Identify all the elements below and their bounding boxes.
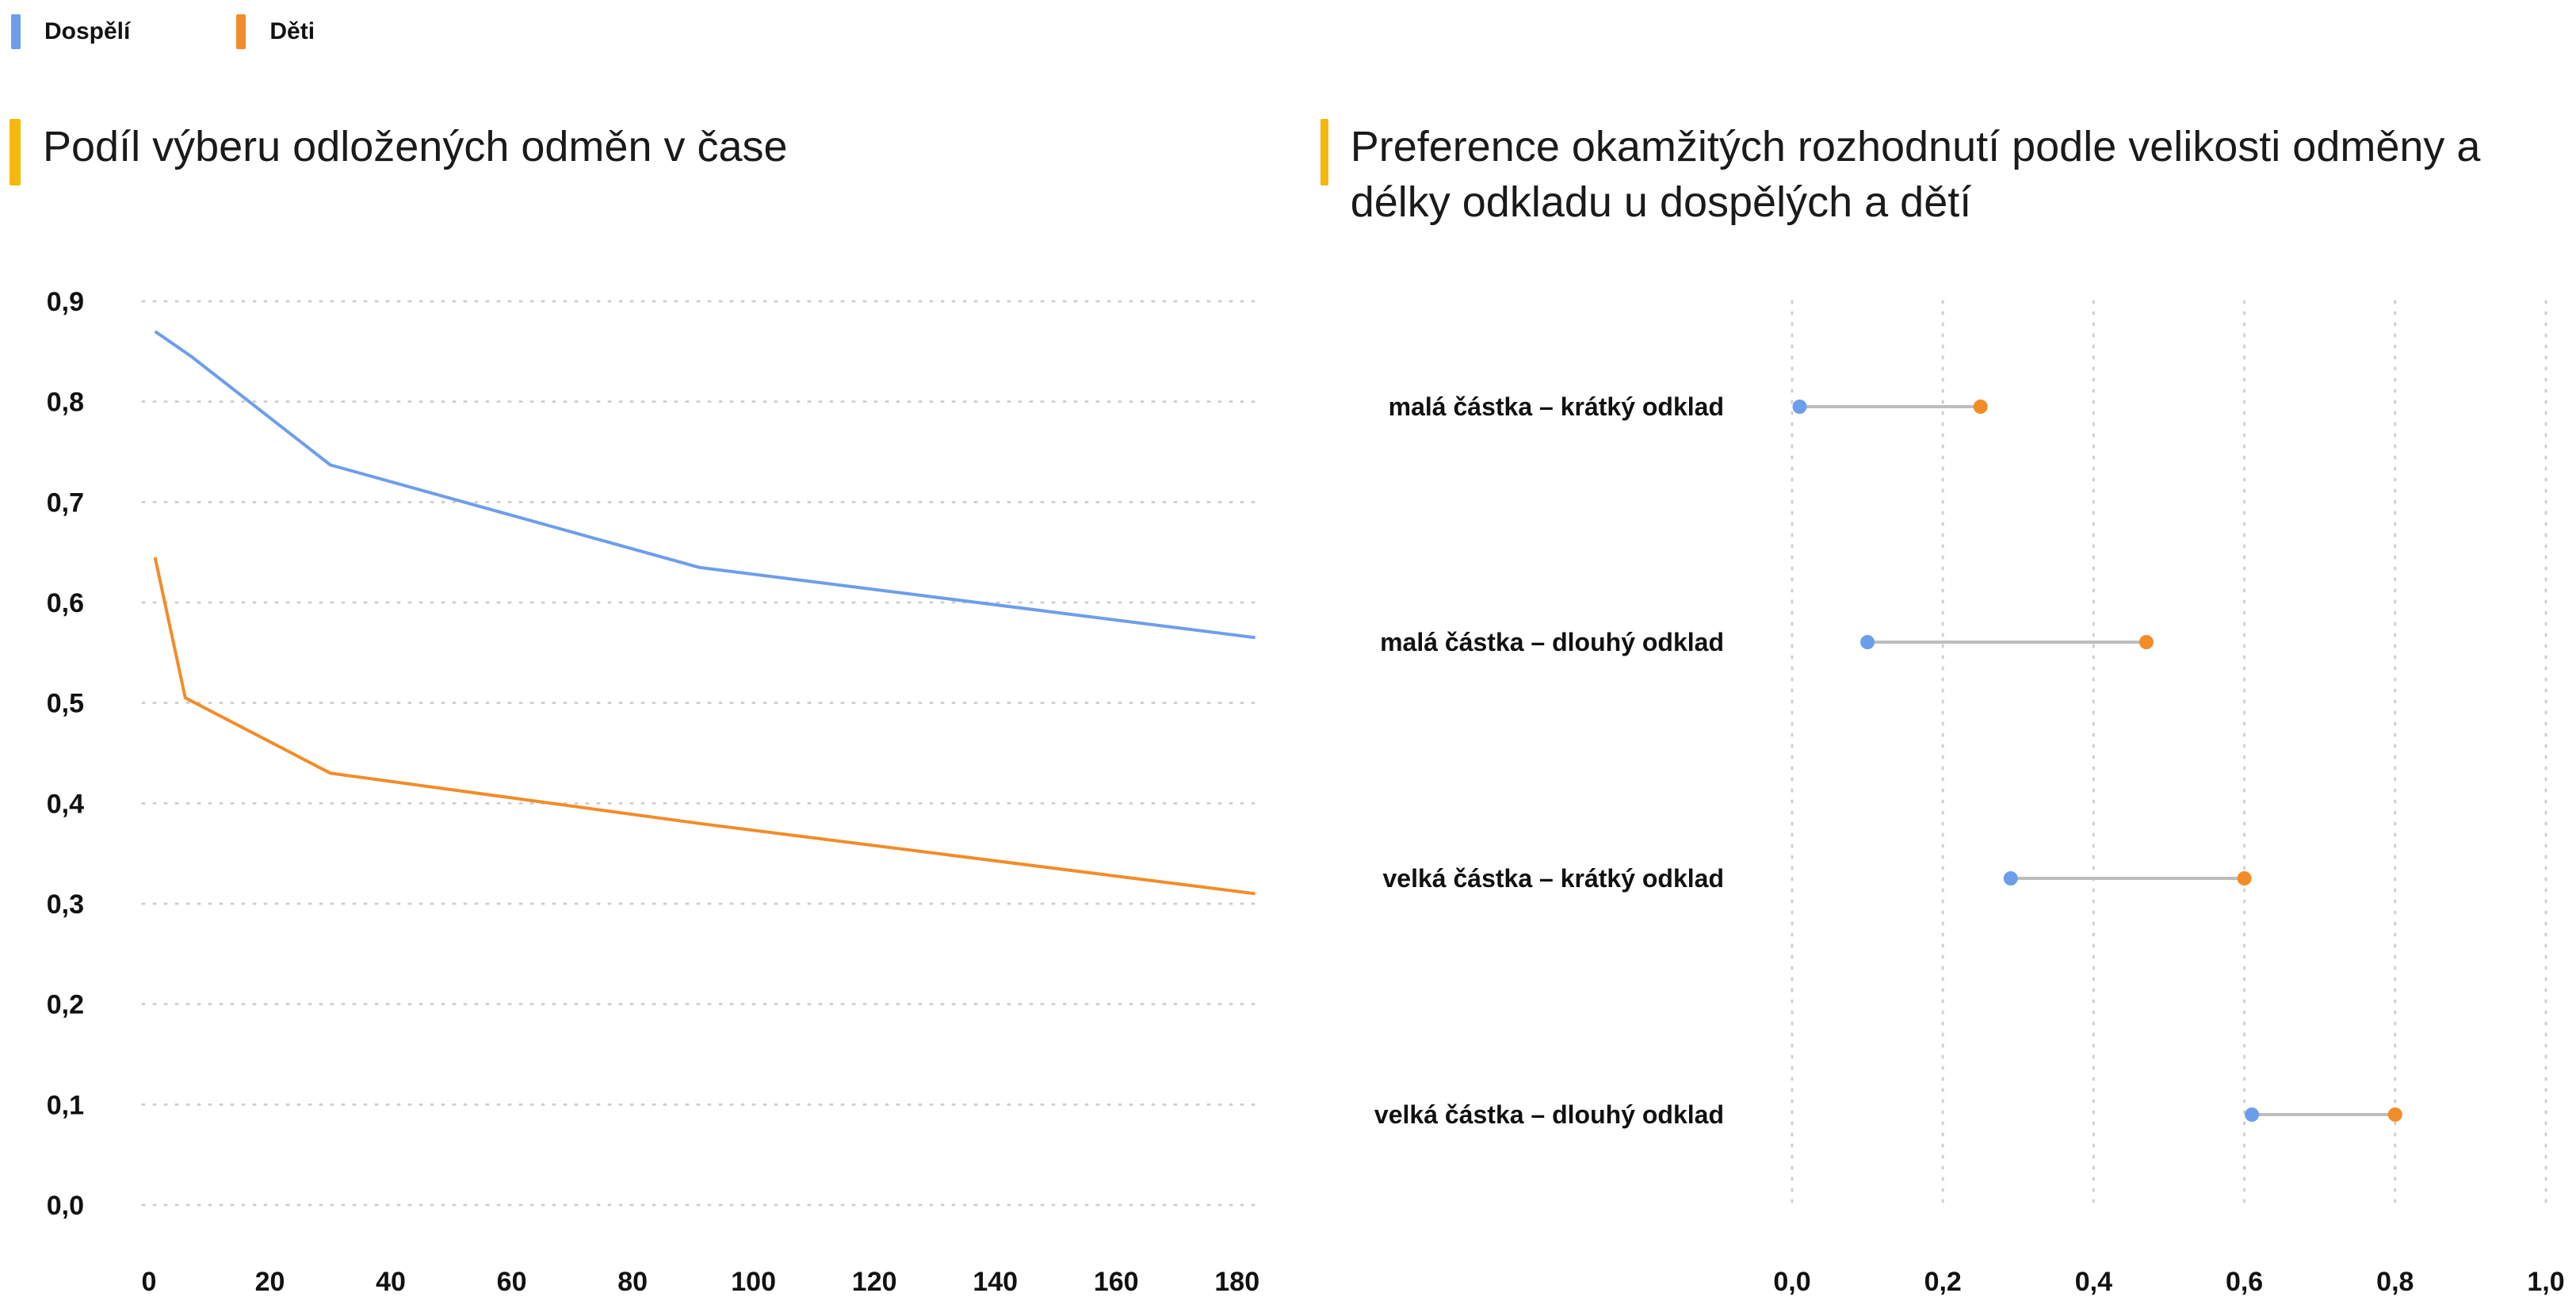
left-x-tick-label: 0 [142,1267,157,1297]
right-x-tick-label: 0,6 [2226,1267,2263,1297]
dot-children [1973,400,1988,414]
dot-adults [1860,635,1875,649]
left-y-tick-label: 0,5 [47,689,84,719]
right-title-accent-bar [1320,119,1328,186]
left-y-tick-label: 0,3 [47,889,84,920]
legend-swatch-adults [11,14,21,49]
legend-label-adults: Dospělí [44,18,131,44]
dot-children [2138,635,2154,649]
dot-children [2237,871,2252,886]
left-x-tick-label: 80 [617,1267,648,1297]
right-chart-title-block: Preference okamžitých rozhodnutí podle v… [1320,119,2573,230]
right-x-tick-label: 1,0 [2527,1267,2564,1297]
left-x-tick-label: 120 [852,1267,897,1297]
right-x-tick-label: 0,4 [2075,1267,2112,1297]
category-label: velká částka – dlouhý odklad [1374,1100,1724,1129]
category-label: malá částka – krátký odklad [1389,392,1724,421]
right-x-tick-label: 0,8 [2376,1267,2414,1297]
left-x-tick-label: 40 [376,1267,406,1297]
left-y-tick-label: 0,6 [47,588,84,618]
left-x-tick-label: 160 [1094,1267,1139,1297]
left-y-tick-label: 0,8 [47,388,84,418]
left-y-tick-label: 0,0 [47,1191,84,1221]
left-chart-title: Podíl výberu odložených odměn v čase [43,123,788,170]
left-x-tick-label: 140 [973,1267,1018,1297]
dot-adults [2003,871,2018,886]
category-label: malá částka – dlouhý odklad [1380,628,1724,656]
legend-swatch-children [236,14,247,49]
legend: Dospělí Děti [0,0,410,63]
series-line-children [153,557,1256,896]
right-x-tick-label: 0,2 [1924,1267,1962,1297]
left-y-tick-label: 0,9 [47,287,84,317]
left-x-tick-label: 180 [1214,1267,1259,1297]
left-y-tick-label: 0,2 [47,990,84,1020]
left-x-tick-label: 20 [255,1267,285,1297]
series-line-adults [154,330,1256,640]
dot-children [2387,1107,2402,1122]
right-chart-title: Preference okamžitých rozhodnutí podle v… [1350,123,2481,226]
left-x-tick-label: 60 [497,1267,527,1297]
dot-adults [1792,400,1807,414]
right-x-tick-label: 0,0 [1773,1267,1810,1297]
category-label: velká částka – krátký odklad [1383,864,1725,893]
left-chart-title-block: Podíl výberu odložených odměn v čase [10,119,1262,186]
left-title-accent-bar [10,119,21,186]
legend-label-children: Děti [269,18,315,44]
left-y-tick-label: 0,4 [47,789,84,819]
legend-item-adults: Dospělí [0,14,130,49]
dot-adults [2245,1107,2260,1122]
left-y-tick-label: 0,1 [47,1090,84,1120]
legend-item-children: Děti [225,14,315,49]
left-y-tick-label: 0,7 [47,488,84,518]
left-x-tick-label: 100 [731,1267,776,1297]
